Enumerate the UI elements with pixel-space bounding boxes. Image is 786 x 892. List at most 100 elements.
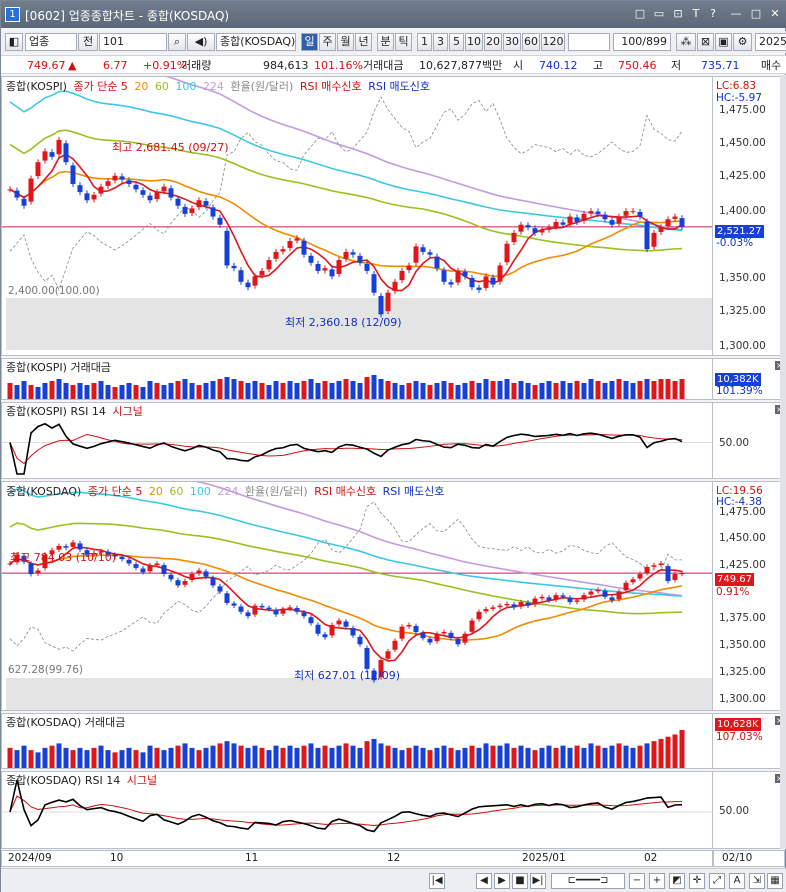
window-list-icon[interactable]: □	[634, 7, 646, 20]
expand-icon[interactable]: ⇲	[749, 873, 765, 889]
interval-custom-input[interactable]	[568, 33, 610, 51]
kospi-volume-chart[interactable]	[2, 359, 713, 400]
candle-body	[616, 591, 622, 600]
volume-bar	[7, 747, 13, 768]
interval-5-button[interactable]: 5	[449, 33, 464, 51]
data-count-field[interactable]: 100/899	[613, 33, 671, 51]
interval-3-button[interactable]: 3	[433, 33, 448, 51]
close-volume-panel-icon[interactable]: ×	[775, 361, 784, 370]
close-icon[interactable]: ✕	[770, 7, 780, 20]
zoom-slider[interactable]: ⊏━━━━⊐	[551, 873, 625, 889]
zoom-out-icon[interactable]: −	[629, 873, 645, 889]
candle-body	[406, 624, 412, 627]
kosdaq-rsi-panel[interactable]: 종합(KOSDAQ) RSI 14 시그널	[1, 771, 713, 849]
period-year-button[interactable]: 년	[355, 33, 372, 51]
interval-1-button[interactable]: 1	[417, 33, 432, 51]
interval-10-button[interactable]: 10	[465, 33, 483, 51]
scroll-next-icon[interactable]: ▶|	[530, 873, 546, 889]
kospi-rsi-header: 종합(KOSPI) RSI 14 시그널	[6, 403, 146, 419]
low-label: 저	[671, 59, 682, 72]
settings-icon[interactable]: ⚙	[733, 33, 752, 51]
help-icon[interactable]: ?	[710, 7, 716, 20]
market-select[interactable]: 업종	[25, 33, 77, 51]
close-rsi-panel-icon[interactable]: ×	[775, 774, 784, 783]
ma5-line	[9, 153, 683, 292]
kospi-volume-panel[interactable]: 종합(KOSPI) 거래대금	[1, 358, 713, 400]
close-volume-panel-icon[interactable]: ×	[775, 716, 784, 725]
all-toggle[interactable]: 전	[78, 33, 98, 51]
play-icon[interactable]: ▶	[494, 873, 510, 889]
candle-body	[14, 190, 20, 198]
volume-bar	[217, 379, 223, 399]
candle-body	[182, 581, 188, 585]
period-tick-button[interactable]: 틱	[395, 33, 412, 51]
candle-body	[133, 184, 139, 190]
kosdaq-price-panel[interactable]: 종합(KOSDAQ) 종가 단순 5 20 60 100 224 환율(원/달러…	[1, 481, 713, 711]
chart-icon[interactable]: ◩	[669, 873, 685, 889]
legend-ma20: 20	[134, 80, 149, 93]
window-number-badge[interactable]: 1	[5, 7, 20, 22]
layout-icon[interactable]: ◧	[5, 33, 23, 51]
candle-body	[532, 228, 538, 233]
period-day-button[interactable]: 일	[301, 33, 318, 51]
indicator-icon[interactable]: ⁂	[676, 33, 696, 51]
period-month-button[interactable]: 월	[337, 33, 354, 51]
candle-body	[357, 255, 363, 263]
vertical-scrollbar[interactable]	[780, 75, 786, 849]
kospi-price-chart[interactable]	[2, 77, 713, 356]
interval-30-button[interactable]: 30	[503, 33, 521, 51]
period-week-button[interactable]: 주	[319, 33, 336, 51]
year-field[interactable]: 2025	[755, 33, 786, 51]
axis-label: 1,350.00	[719, 272, 766, 284]
grid-icon[interactable]: ▦	[767, 873, 783, 889]
zoom-in-icon[interactable]: +	[649, 873, 665, 889]
period-minute-button[interactable]: 분	[377, 33, 394, 51]
kosdaq-price-chart[interactable]	[2, 482, 713, 711]
measure-icon[interactable]: ⤢	[709, 873, 725, 889]
volume-bar	[588, 743, 594, 768]
minimize-icon[interactable]: —	[730, 7, 742, 20]
code-input[interactable]: 101	[99, 33, 167, 51]
kosdaq-rsi-chart[interactable]	[2, 772, 713, 849]
stop-icon[interactable]: ■	[512, 873, 528, 889]
candle-body	[588, 211, 594, 214]
volume-bar	[196, 385, 202, 399]
kospi-current-tag: 2,521.27	[715, 225, 764, 238]
interval-60-button[interactable]: 60	[522, 33, 540, 51]
candle-body	[511, 232, 517, 243]
kosdaq-volume-tag: 10,628K	[715, 718, 761, 731]
text-icon[interactable]: A	[729, 873, 745, 889]
save-icon[interactable]: ▣	[715, 33, 732, 51]
candle-body	[455, 639, 461, 645]
candle-body	[280, 249, 286, 252]
crosshair-icon[interactable]: ✛	[689, 873, 705, 889]
index-name-field: 종합(KOSDAQ)	[216, 33, 296, 51]
interval-20-button[interactable]: 20	[484, 33, 502, 51]
candle-body	[252, 276, 258, 286]
interval-120-button[interactable]: 120	[541, 33, 565, 51]
kospi-rsi-panel[interactable]: 종합(KOSPI) RSI 14 시그널	[1, 402, 713, 479]
scroll-first-icon[interactable]: |◀	[429, 873, 445, 889]
candle-body	[308, 255, 314, 263]
volume-bar	[231, 379, 237, 399]
font-size-icon[interactable]: T	[692, 7, 700, 20]
lock-icon[interactable]: ⊠	[697, 33, 714, 51]
axis-label: 1,450.00	[719, 137, 766, 149]
kospi-rsi-chart[interactable]	[2, 403, 713, 479]
volume-bar	[336, 381, 342, 399]
scroll-prev-icon[interactable]: ◀	[476, 873, 492, 889]
speaker-icon[interactable]: ◀)	[187, 33, 215, 51]
volume-bar	[252, 745, 258, 768]
amount-value: 10,627,877백만	[419, 59, 503, 72]
kosdaq-volume-panel[interactable]: 종합(KOSDAQ) 거래대금	[1, 713, 713, 769]
window-dock-icon[interactable]: ▭	[653, 7, 665, 20]
window-link-icon[interactable]: ⊡	[673, 7, 683, 20]
close-rsi-panel-icon[interactable]: ×	[775, 405, 784, 414]
maximize-icon[interactable]: □	[750, 7, 762, 20]
kospi-price-panel[interactable]: 종합(KOSPI) 종가 단순 5 20 60 100 224 환율(원/달러)…	[1, 76, 713, 356]
search-icon[interactable]: ⌕	[168, 33, 186, 51]
kosdaq-volume-chart[interactable]	[2, 714, 713, 769]
volume-bar	[203, 747, 209, 768]
candle-body	[637, 211, 643, 217]
volume-bar	[539, 383, 545, 399]
